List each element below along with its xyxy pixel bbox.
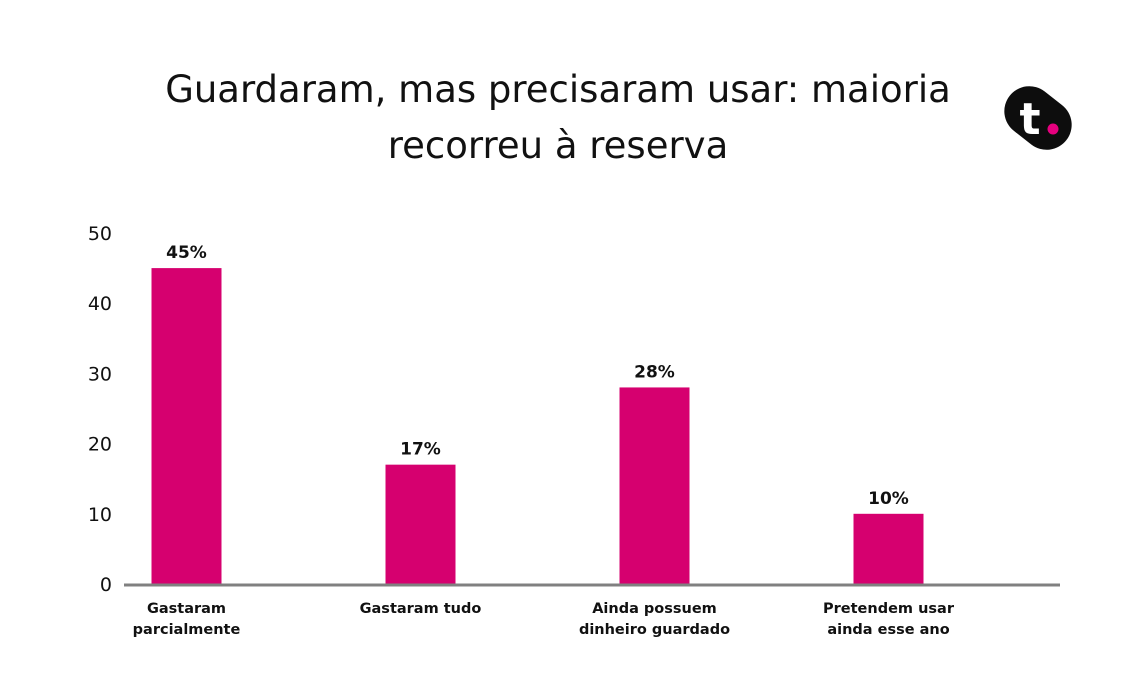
x-tick-label-line: Gastaram (147, 601, 226, 617)
x-tick-label: Gastaram tudo (360, 601, 482, 617)
y-tick-label: 0 (100, 574, 112, 596)
y-tick-label: 10 (88, 504, 112, 526)
data-label: 17% (400, 440, 441, 460)
x-tick-label-line: parcialmente (133, 622, 241, 638)
bar (853, 513, 924, 584)
x-tick-label-line: dinheiro guardado (579, 622, 730, 638)
x-tick-label-line: ainda esse ano (827, 622, 949, 638)
data-labels: 45% 17% 28% 10% (166, 243, 909, 509)
y-axis-ticks: 0 10 20 30 40 50 (88, 223, 112, 596)
data-label: 28% (634, 362, 675, 382)
brand-t-logo-icon: t (1004, 86, 1072, 150)
bar (619, 387, 690, 584)
y-tick-label: 50 (88, 223, 112, 245)
x-axis-labels: Gastaram parcialmente Gastaram tudo Ainda p… (133, 601, 955, 638)
x-tick-label-line: Pretendem usar (823, 601, 955, 617)
x-tick-label: Gastaram parcialmente (133, 601, 241, 638)
x-tick-label: Pretendem usar ainda esse ano (823, 601, 955, 638)
bars (151, 268, 924, 584)
x-tick-label: Ainda possuem dinheiro guardado (579, 601, 730, 638)
y-tick-label: 40 (88, 293, 112, 315)
chart-title: Guardaram, mas precisaram usar: maioria … (165, 68, 951, 167)
logo-letter: t (1019, 94, 1040, 145)
x-tick-label-line: Ainda possuem (592, 601, 717, 617)
y-tick-label: 30 (88, 363, 112, 385)
logo-dot (1047, 123, 1059, 135)
data-label: 10% (868, 489, 909, 509)
x-tick-label-line: Gastaram tudo (360, 601, 482, 617)
data-label: 45% (166, 243, 207, 263)
bar (151, 268, 222, 584)
y-tick-label: 20 (88, 434, 112, 456)
bar (385, 464, 456, 584)
